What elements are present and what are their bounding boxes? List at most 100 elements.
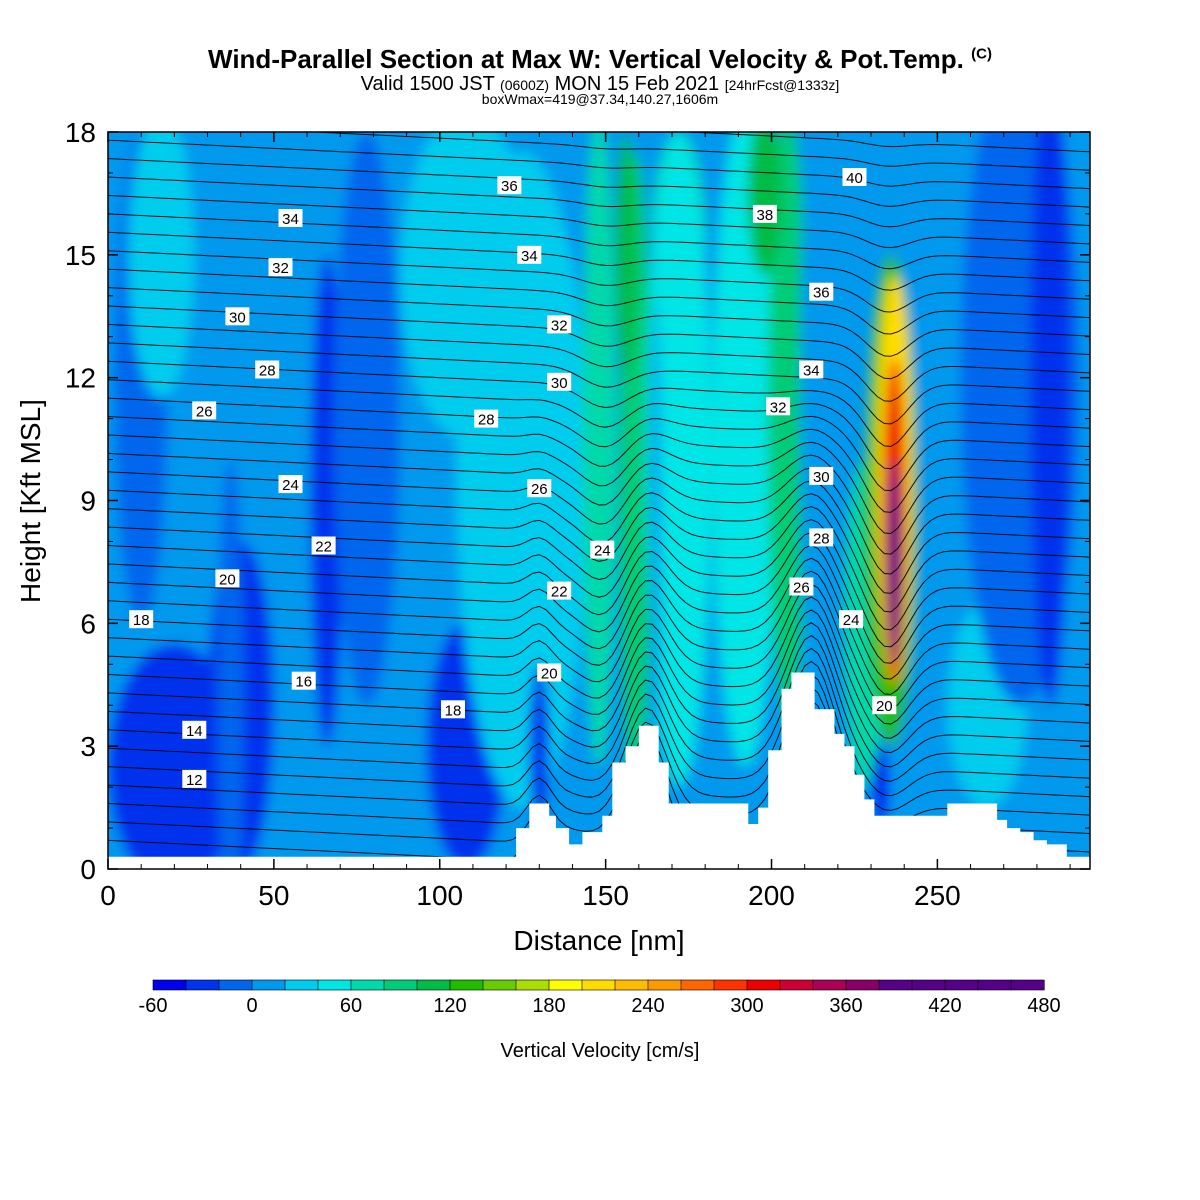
velocity-cell xyxy=(768,132,809,726)
isentrope-line xyxy=(108,519,1090,648)
isentrope-label-bg xyxy=(839,610,864,629)
isentrope-label-text: 34 xyxy=(521,248,538,265)
isentrope-label: 28 xyxy=(255,360,280,380)
colorbar-swatch xyxy=(482,979,517,991)
colorbar-swatch xyxy=(746,979,781,991)
colorbar-swatch xyxy=(845,979,880,991)
colorbar-swatch xyxy=(1010,979,1045,991)
isentrope-label-text: 38 xyxy=(757,207,774,224)
velocity-cell xyxy=(108,643,241,869)
colorbar-swatch xyxy=(812,979,847,991)
isentrope-label-bg xyxy=(547,372,572,391)
isentrope-label-text: 28 xyxy=(478,412,495,429)
x-axis-label: Distance [nm] xyxy=(513,925,684,956)
y-tick-label: 6 xyxy=(80,608,96,639)
isentrope-line xyxy=(108,583,1090,725)
velocity-cell xyxy=(529,664,550,829)
velocity-cell xyxy=(645,132,712,788)
isentrope-line xyxy=(108,323,1090,402)
isentrope-label: 32 xyxy=(547,315,572,334)
colorbar-swatch xyxy=(284,979,319,991)
isentrope-line xyxy=(108,660,1090,811)
isentrope-label-bg xyxy=(474,409,499,428)
colorbar-tick-label: 180 xyxy=(532,995,565,1017)
isentrope-label: 18 xyxy=(129,610,154,629)
isentrope-line xyxy=(108,195,1090,249)
colorbar-swatch xyxy=(680,979,715,991)
colorbar-swatch xyxy=(449,979,484,991)
isentrope-line xyxy=(108,531,1090,664)
isentrope-line xyxy=(108,467,1090,575)
isentrope-label-bg xyxy=(182,769,207,788)
valid-date: MON 15 Feb 2021 xyxy=(554,73,720,95)
isentrope-line xyxy=(108,176,1090,228)
isentrope-label: 28 xyxy=(809,528,834,547)
velocity-cell xyxy=(711,132,779,767)
isentrope-label-bg xyxy=(215,569,240,588)
colorbar-swatch xyxy=(317,979,352,991)
isentrope-label: 22 xyxy=(311,536,336,556)
isentrope-line xyxy=(108,397,1090,492)
isentrope-label-text: 30 xyxy=(551,375,568,392)
isentrope-label-bg xyxy=(497,176,522,195)
isentrope-label-text: 20 xyxy=(219,571,236,588)
isentrope-label-bg xyxy=(517,245,542,264)
isentrope-label: 20 xyxy=(215,569,240,588)
isentrope-label-text: 32 xyxy=(770,399,787,416)
isentrope-label-text: 24 xyxy=(843,612,860,629)
colorbar-swatch xyxy=(416,979,451,991)
colorbar-swatch xyxy=(251,979,286,991)
colorbar-swatch xyxy=(614,979,649,991)
isentrope-label-text: 32 xyxy=(272,260,289,277)
isentrope-line xyxy=(108,634,1090,782)
colorbar-swatch xyxy=(350,979,385,991)
isentrope-label-text: 24 xyxy=(282,477,299,494)
isentrope-label-bg xyxy=(129,610,154,629)
y-tick-label: 0 xyxy=(80,854,96,885)
velocity-cell xyxy=(582,132,616,767)
colorbar-swatch xyxy=(647,979,682,991)
velocity-cell xyxy=(886,459,902,665)
valid-prefix: Valid 1500 JST xyxy=(360,73,495,95)
isentrope-line xyxy=(108,647,1090,797)
isentrope-label-text: 18 xyxy=(445,702,462,719)
isentrope-label: 34 xyxy=(278,209,303,228)
isentrope-line xyxy=(108,452,1090,555)
isentrope-label: 30 xyxy=(547,372,572,392)
isentrope-label: 26 xyxy=(527,479,552,498)
colorbar-tick-label: 420 xyxy=(928,995,961,1017)
isentrope-labels: 12 14 16 18 18 20 20 20 22 22 24 24 24 26 26 26 28 28 28 30… xyxy=(129,168,897,789)
isentrope-label-text: 30 xyxy=(813,469,830,486)
x-tick-label: 0 xyxy=(100,880,116,911)
colorbar-swatch xyxy=(581,979,616,991)
isentrope-label-bg xyxy=(311,536,336,555)
isentrope-label-text: 26 xyxy=(531,481,548,498)
isentrope-label-bg xyxy=(799,360,824,379)
colorbar-swatch xyxy=(185,979,220,991)
isentrope-label-text: 28 xyxy=(259,363,276,380)
isentrope-label: 24 xyxy=(590,540,615,560)
valid-utc: (0600Z) xyxy=(500,77,550,93)
isentrope-line xyxy=(108,493,1090,613)
isentrope-label-text: 16 xyxy=(295,674,312,691)
isentrope-line xyxy=(108,416,1090,513)
isentrope-label-bg xyxy=(192,401,217,420)
y-axis-label: Height [Kft MSL] xyxy=(15,399,46,603)
isentrope-label-text: 34 xyxy=(803,363,820,380)
colorbar-label: Vertical Velocity [cm/s] xyxy=(501,1040,700,1062)
isentrope-label: 14 xyxy=(182,720,207,740)
isentrope-label: 34 xyxy=(799,360,824,380)
isentrope-line xyxy=(108,158,1090,208)
colorbar-swatch xyxy=(152,979,187,991)
velocity-cell xyxy=(748,132,782,276)
colorbar-swatch xyxy=(878,979,913,991)
isentrope-label: 18 xyxy=(441,700,465,719)
y-tick-label: 18 xyxy=(65,117,96,148)
isentrope-line xyxy=(108,596,1090,739)
isentrope-line xyxy=(108,506,1090,631)
isentrope-label: 20 xyxy=(872,696,897,715)
isentrope-line xyxy=(108,342,1090,425)
isentrope-label-text: 36 xyxy=(813,285,830,302)
isentrope-label: 16 xyxy=(291,671,316,691)
